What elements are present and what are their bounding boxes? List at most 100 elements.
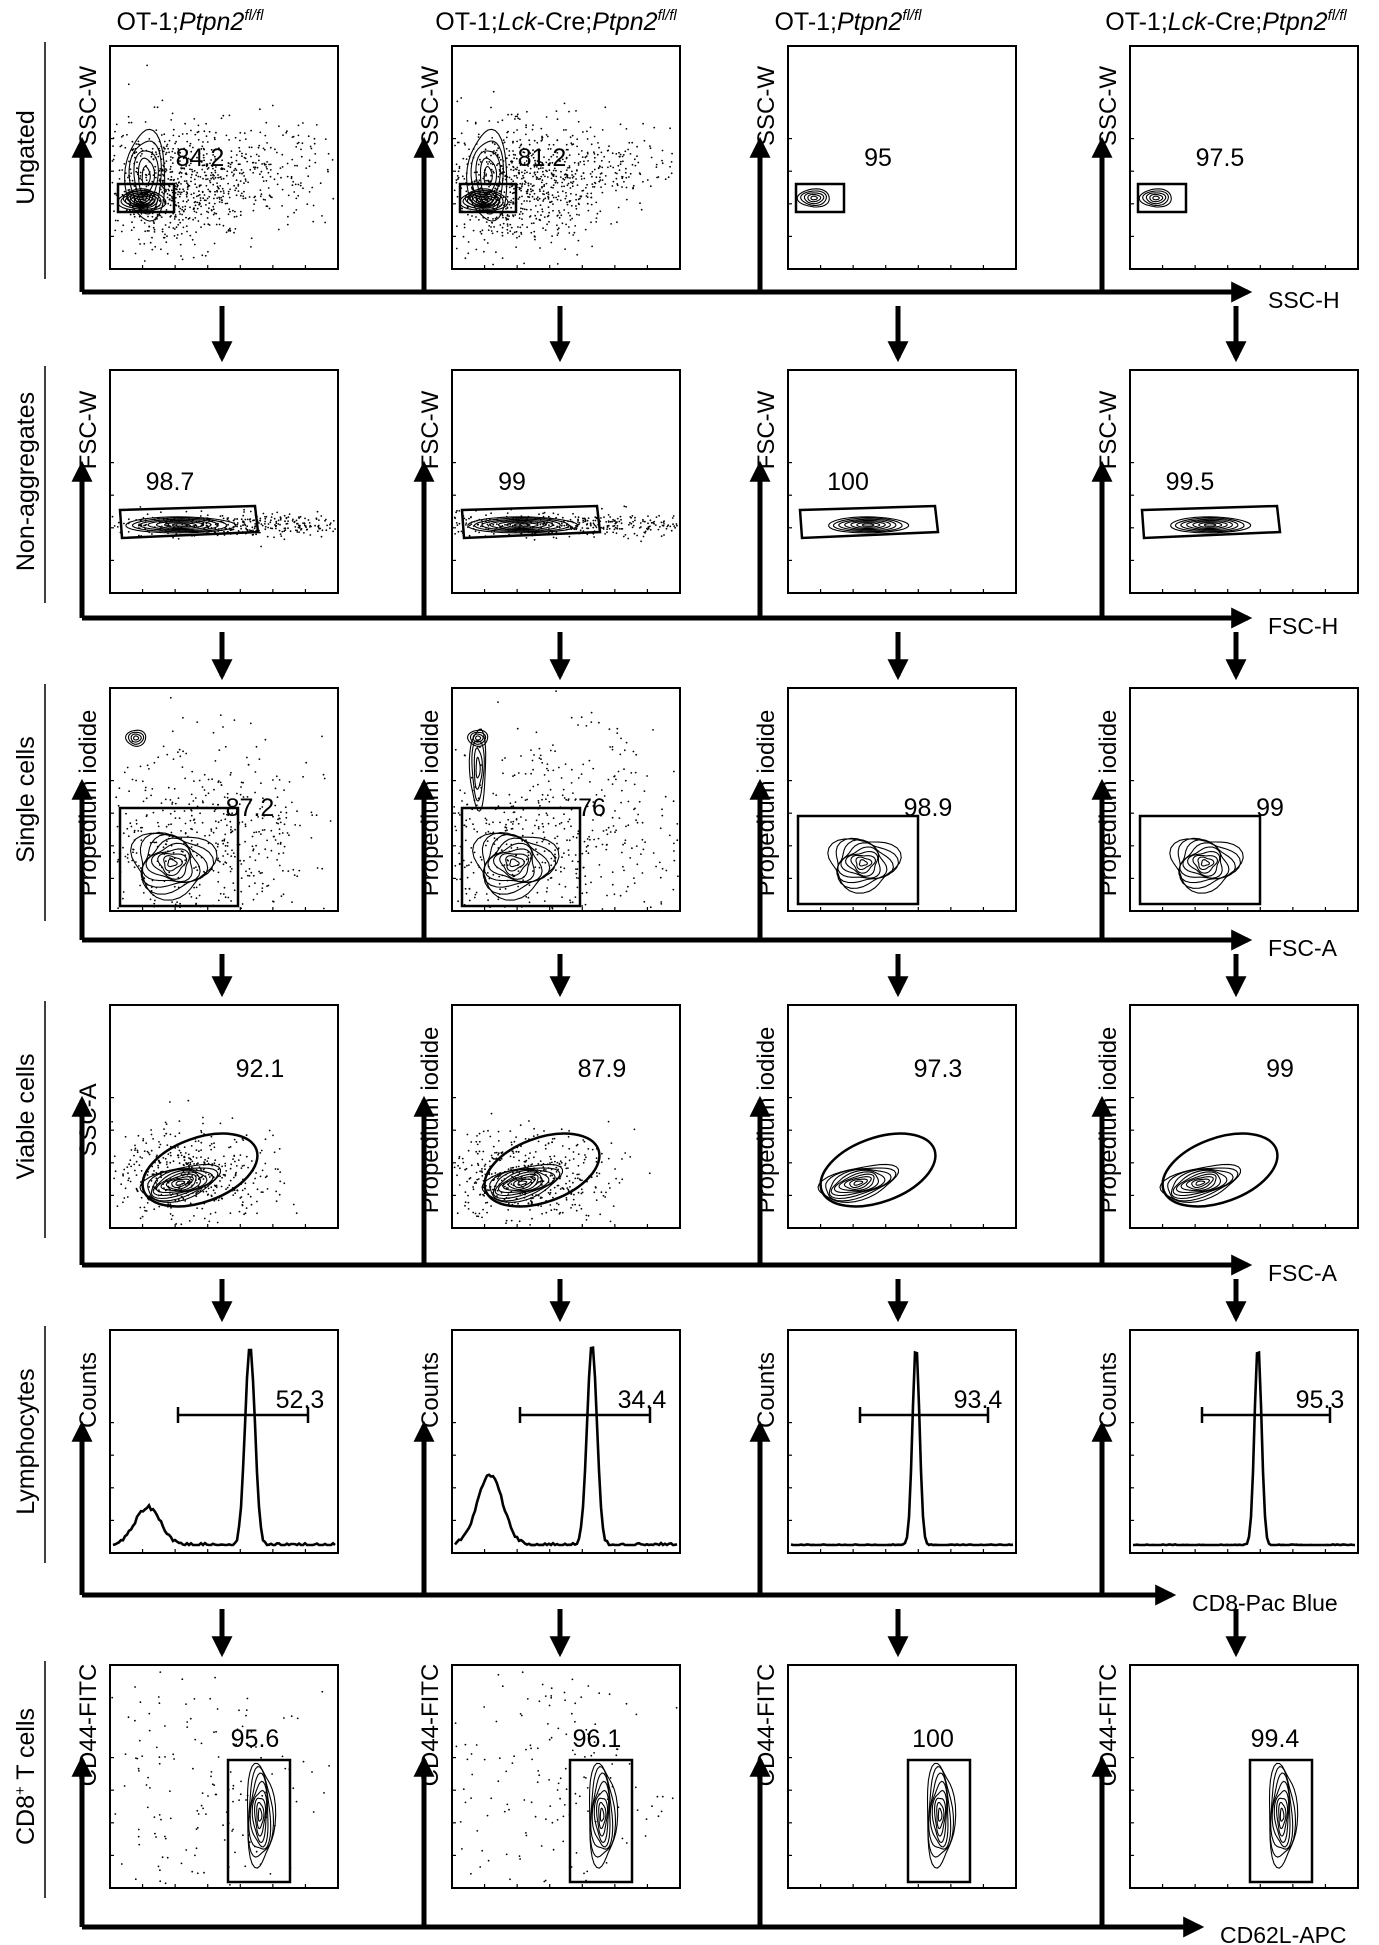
y-axis-label: SSC-W <box>75 66 102 146</box>
gate-percentage: 99.4 <box>1251 1725 1300 1753</box>
gating-panel: SSC-A 92.1 <box>71 1004 339 1265</box>
gate-percentage: 96.1 <box>573 1725 622 1753</box>
row-label-text: Viable cells <box>12 1053 40 1179</box>
row-label: CD8+ T cells <box>12 1708 40 1845</box>
y-axis-label: Propedium iodide <box>1095 710 1122 897</box>
gating-panel: CD44-FITC 99.4 <box>1091 1664 1359 1927</box>
gate-percentage: 95.6 <box>231 1725 280 1753</box>
gate-rectangle <box>118 806 240 908</box>
gate-percentage: 97.3 <box>914 1055 963 1083</box>
row-label: Single cells <box>12 736 40 862</box>
contour-lines <box>122 188 156 208</box>
row-label-superscript: + <box>12 1786 29 1795</box>
gate-rectangle <box>796 814 920 906</box>
gate-ellipse <box>141 1132 259 1208</box>
y-axis-label: CD44-FITC <box>75 1664 102 1787</box>
y-axis-label: FSC-W <box>417 390 444 469</box>
contour-lines <box>1170 516 1252 534</box>
contour-lines <box>472 832 560 901</box>
gating-panel: Counts 95.3 <box>1091 1329 1359 1595</box>
y-axis-label: SSC-A <box>75 1083 102 1156</box>
plot-frame <box>787 1004 1017 1229</box>
gating-panel: CD44-FITC 96.1 <box>413 1664 681 1927</box>
plot-frame <box>109 687 339 912</box>
y-axis-label: Propedium iodide <box>417 1027 444 1214</box>
event-dots <box>453 1112 651 1226</box>
gate-rectangle <box>906 1758 972 1884</box>
gating-panel: SSC-W 97.5 <box>1091 45 1359 292</box>
x-axis-label: FSC-A <box>1268 1260 1338 1286</box>
column-title-cre: -Cre; <box>1207 8 1263 36</box>
gating-panel: Propedium iodide 99 <box>1091 1004 1359 1265</box>
histogram-curve <box>112 1348 336 1547</box>
plot-frame <box>451 1004 681 1229</box>
y-axis-label: SSC-W <box>417 66 444 146</box>
plot-frame <box>1129 45 1359 270</box>
contour-lines <box>1268 1762 1299 1869</box>
gate-percentage: 52.3 <box>276 1386 325 1414</box>
gate-ellipse <box>819 1132 937 1208</box>
gate-percentage: 99 <box>1266 1055 1294 1083</box>
column-title-superscript: fl/fl <box>902 7 922 24</box>
y-axis-label: SSC-W <box>753 66 780 146</box>
y-axis-label: Counts <box>75 1352 102 1428</box>
gating-panel: Propedium iodide 87.9 <box>413 1004 681 1265</box>
histogram-curve <box>790 1350 1014 1547</box>
contour-lines <box>1138 188 1172 208</box>
gating-panel: CD44-FITC 100 <box>749 1664 1017 1927</box>
y-axis-label: FSC-W <box>753 390 780 469</box>
gating-panel: FSC-W 100 <box>749 369 1017 618</box>
row-label-text: Ungated <box>12 110 40 205</box>
plot-frame <box>451 1664 681 1889</box>
plot-frame <box>109 369 339 594</box>
gate-percentage: 97.5 <box>1196 144 1245 172</box>
gate-polygon <box>1140 504 1282 540</box>
plot-frame <box>787 45 1017 270</box>
y-axis-label: Propedium iodide <box>417 710 444 897</box>
column-title-lck: Lck <box>498 8 538 36</box>
row-label: Viable cells <box>12 1053 40 1179</box>
x-axis-label: FSC-H <box>1268 613 1338 639</box>
gate-percentage: 34.4 <box>618 1386 667 1414</box>
row-label: Lymphocytes <box>12 1368 40 1514</box>
gating-panel: SSC-W 84.2 <box>71 45 339 292</box>
gating-panel: SSC-W 95 <box>749 45 1017 292</box>
gating-panel: SSC-W 81.2 <box>413 45 681 292</box>
contour-lines <box>467 516 579 534</box>
contour-lines <box>1159 1163 1242 1203</box>
gate-rectangle <box>794 182 846 214</box>
column-title-gene: Ptpn2 <box>592 8 657 36</box>
y-axis-label: FSC-W <box>75 390 102 469</box>
column-title-superscript: fl/fl <box>1328 7 1348 24</box>
gating-panel: Counts 52.3 <box>71 1329 339 1595</box>
plot-frame <box>451 1329 681 1554</box>
contour-lines <box>130 832 218 901</box>
contour-lines <box>139 1163 222 1203</box>
x-axis-label: FSC-A <box>1268 935 1338 961</box>
gate-ellipse <box>483 1132 601 1208</box>
column-title-cre: -Cre; <box>537 8 593 36</box>
y-axis-label: Propedium iodide <box>753 1027 780 1214</box>
gate-percentage: 92.1 <box>236 1055 285 1083</box>
plot-frame <box>1129 1329 1359 1554</box>
gate-rectangle <box>1138 814 1262 906</box>
plot-frame <box>1129 1664 1359 1889</box>
column-title-superscript: fl/fl <box>658 7 678 24</box>
row-label: Non-aggregates <box>12 392 40 571</box>
gate-rectangle <box>116 182 176 214</box>
gating-panel: Propedium iodide 99 <box>1091 687 1359 940</box>
contour-lines <box>1169 837 1244 894</box>
y-axis-label: CD44-FITC <box>753 1664 780 1787</box>
column-title-lck: Lck <box>1168 8 1208 36</box>
gate-percentage: 98.9 <box>904 794 953 822</box>
gating-panel: FSC-W 98.7 <box>71 369 339 618</box>
contour-lines <box>246 1762 277 1869</box>
plot-frame <box>1129 1004 1359 1229</box>
contour-lines <box>827 837 902 894</box>
column-title: OT-1;Lck-Cre;Ptpn2fl/fl <box>435 7 677 36</box>
plot-frame <box>109 1004 339 1229</box>
gate-rectangle <box>226 1758 292 1884</box>
gate-polygon <box>118 504 260 540</box>
gate-percentage: 87.9 <box>578 1055 627 1083</box>
